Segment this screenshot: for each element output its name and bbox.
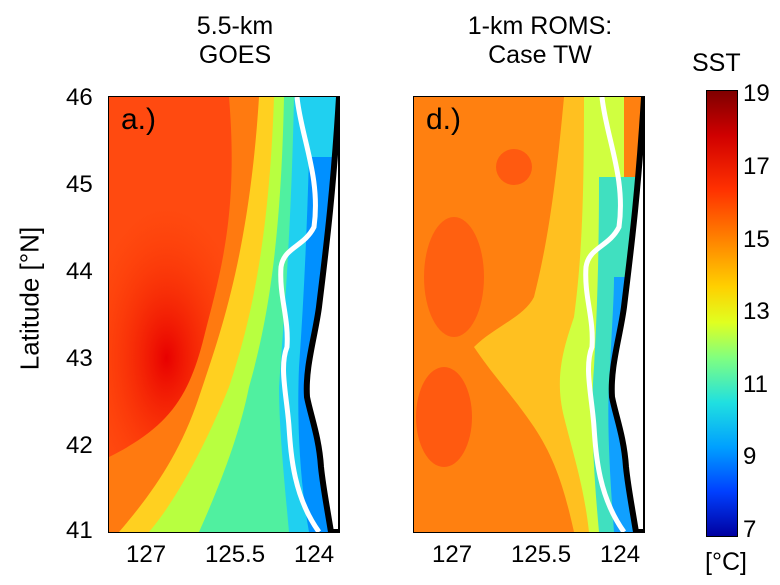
colorbar-tick-13: 13	[743, 298, 770, 325]
panel-a-title: 5.5-km GOES	[196, 12, 274, 69]
map-panel-goes: a.)	[108, 96, 340, 533]
y-tick-41: 41	[66, 517, 93, 544]
map-panel-roms: d.)	[413, 96, 645, 533]
isobath-line	[583, 97, 627, 532]
coastline	[303, 97, 339, 532]
colorbar	[706, 90, 738, 537]
panel-d-title: 1-km ROMS: Case TW	[467, 12, 613, 69]
y-tick-42: 42	[66, 432, 93, 459]
y-tick-46: 46	[66, 84, 93, 111]
x-tick-125.5-a: 125.5	[205, 541, 266, 568]
colorbar-tick-7: 7	[743, 516, 757, 543]
x-tick-127-d: 127	[432, 541, 473, 568]
y-axis-label: Latitude [°N]	[14, 226, 45, 371]
coastline	[608, 97, 644, 532]
x-tick-124-d: 124	[600, 541, 641, 568]
panel-d-label: d.)	[426, 103, 462, 136]
colorbar-tick-17: 17	[743, 153, 770, 180]
x-tick-127-a: 127	[126, 541, 167, 568]
y-tick-44: 44	[66, 258, 93, 285]
colorbar-tick-9: 9	[743, 443, 757, 470]
panel-a-label: a.)	[121, 103, 157, 136]
colorbar-title: SST	[692, 49, 741, 77]
colorbar-tick-11: 11	[743, 371, 768, 398]
isobath-line	[278, 97, 322, 532]
y-tick-45: 45	[66, 171, 93, 198]
y-tick-43: 43	[66, 345, 93, 372]
colorbar-unit: [°C]	[705, 548, 747, 576]
colorbar-tick-19: 19	[743, 80, 770, 107]
goes-sst-map	[109, 97, 339, 532]
x-tick-124-a: 124	[294, 541, 335, 568]
roms-sst-map	[414, 97, 644, 532]
colorbar-tick-15: 15	[743, 226, 770, 253]
x-tick-125.5-d: 125.5	[511, 541, 572, 568]
